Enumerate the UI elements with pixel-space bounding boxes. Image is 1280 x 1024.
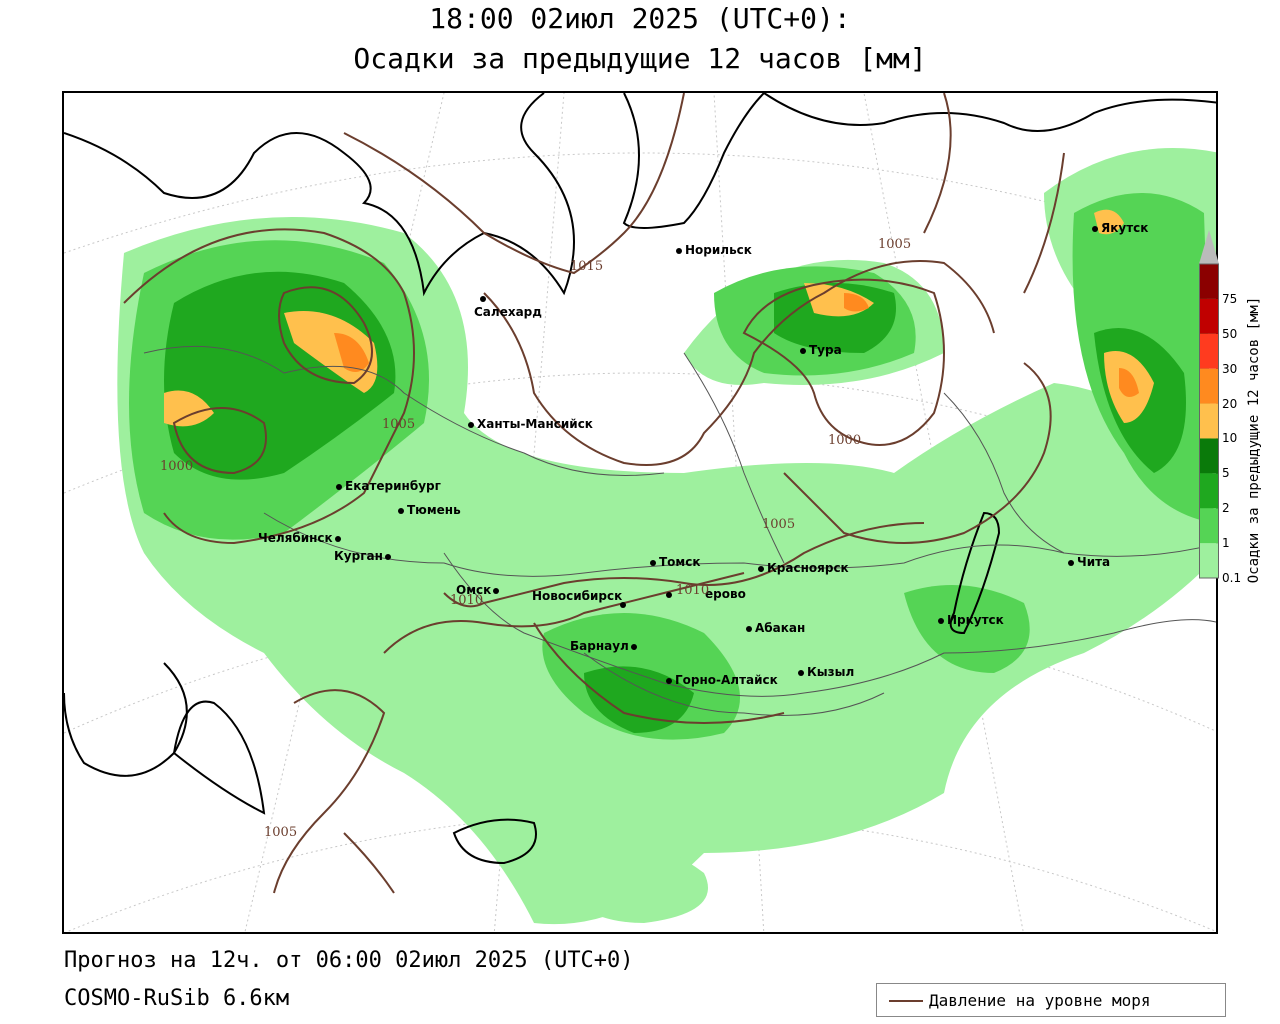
colorbar-overflow-triangle bbox=[1199, 230, 1219, 264]
isobar-label: 1005 bbox=[264, 825, 298, 840]
precipitation-very-intense bbox=[334, 293, 1139, 397]
city-chita: Чита bbox=[1068, 555, 1110, 569]
colorbar-tick-label: 75 bbox=[1222, 291, 1238, 306]
colorbar-segment bbox=[1199, 298, 1219, 334]
isobar-label: 1005 bbox=[878, 237, 912, 252]
isobar-label: 1005 bbox=[382, 417, 416, 432]
city-label: Курган bbox=[334, 549, 383, 563]
colorbar-tick-label: 1 bbox=[1222, 536, 1230, 551]
legend-line-swatch bbox=[889, 1000, 923, 1002]
colorbar bbox=[1199, 230, 1219, 579]
colorbar-tick-label: 30 bbox=[1222, 361, 1238, 376]
city-chelyabinsk: Челябинск bbox=[258, 531, 344, 545]
colorbar-tick-label: 50 bbox=[1222, 326, 1238, 341]
city-yakutsk: Якутск bbox=[1092, 221, 1148, 235]
isobar-label: 1015 bbox=[570, 259, 604, 274]
city-gorno-altaysk: Горно-Алтайск bbox=[666, 673, 778, 687]
coastlines bbox=[64, 93, 1216, 865]
city-label: ерово bbox=[705, 587, 746, 601]
city-label: Горно-Алтайск bbox=[675, 673, 778, 687]
colorbar-tick-label: 2 bbox=[1222, 501, 1230, 516]
city-label: Тюмень bbox=[407, 503, 461, 517]
city-label: Красноярск bbox=[767, 561, 849, 575]
isobar-label: 1000 bbox=[828, 433, 862, 448]
isobar-label: 1010 bbox=[676, 583, 710, 598]
map-title-time: 18:00 02июл 2025 (UTC+0): bbox=[429, 2, 851, 35]
city-tura: Тура bbox=[800, 343, 842, 357]
city-krasnoyarsk: Красноярск bbox=[758, 561, 849, 575]
colorbar-tick-label: 5 bbox=[1222, 466, 1230, 481]
colorbar-segment bbox=[1199, 333, 1219, 369]
colorbar-segment bbox=[1199, 473, 1219, 509]
colorbar-segment bbox=[1199, 403, 1219, 439]
legend-label: Давление на уровне моря bbox=[929, 991, 1151, 1010]
isobar-label: 1005 bbox=[762, 517, 796, 532]
city-norilsk: Норильск bbox=[676, 243, 752, 257]
city-label: Якутск bbox=[1101, 221, 1149, 235]
city-novosibirsk: Новосибирск bbox=[532, 589, 622, 603]
model-info: COSMO-RuSib 6.6км bbox=[64, 986, 290, 1011]
city-label: Челябинск bbox=[258, 531, 333, 545]
city-label: Абакан bbox=[755, 621, 806, 635]
colorbar-segment bbox=[1199, 438, 1219, 474]
map-title-variable: Осадки за предыдущие 12 часов [мм] bbox=[353, 42, 927, 75]
city-tomsk: Томск bbox=[650, 555, 701, 569]
colorbar-frame bbox=[1199, 263, 1219, 579]
colorbar-tick-label: 0.1 bbox=[1222, 571, 1242, 585]
city-khanty-mansiysk: Ханты-Мансийск bbox=[468, 417, 593, 431]
city-ekaterinburg: Екатеринбург bbox=[336, 479, 441, 493]
colorbar-segment bbox=[1199, 508, 1219, 544]
isobar-label: 1000 bbox=[160, 459, 194, 474]
city-label: Кызыл bbox=[807, 665, 855, 679]
colorbar-title: Осадки за предыдущие 12 часов [мм] bbox=[1246, 296, 1262, 584]
city-barnaul: Барнаул bbox=[570, 639, 640, 653]
city-label: Ханты-Мансийск bbox=[477, 417, 593, 431]
city-label: Чита bbox=[1077, 555, 1111, 569]
city-tyumen: Тюмень bbox=[398, 503, 461, 517]
isobar-legend: Давление на уровне моря bbox=[876, 983, 1226, 1017]
city-novosibirsk-dot bbox=[620, 597, 629, 611]
city-label: Салехард bbox=[474, 305, 542, 319]
city-label: Томск bbox=[659, 555, 701, 569]
city-kemerovo: ерово bbox=[666, 587, 746, 601]
forecast-info: Прогноз на 12ч. от 06:00 02июл 2025 (UTC… bbox=[64, 948, 634, 973]
city-label: Омск bbox=[456, 583, 492, 597]
city-label: Барнаул bbox=[570, 639, 629, 653]
city-label: Иркутск bbox=[947, 613, 1004, 627]
city-abakan: Абакан bbox=[746, 621, 805, 635]
city-irkutsk: Иркутск bbox=[938, 613, 1004, 627]
city-label: Новосибирск bbox=[532, 589, 623, 603]
city-kyzyl: Кызыл bbox=[798, 665, 854, 679]
isobar-label: 1010 bbox=[450, 593, 484, 608]
city-label: Норильск bbox=[685, 243, 752, 257]
city-omsk: Омск bbox=[456, 583, 502, 597]
colorbar-segment bbox=[1199, 543, 1219, 578]
city-kurgan: Курган bbox=[334, 549, 394, 563]
admin-boundaries bbox=[143, 345, 1216, 716]
city-label: Екатеринбург bbox=[345, 479, 441, 493]
precipitation-map: Норильск Якутск Салехард Тура Ханты-Манс… bbox=[62, 91, 1218, 934]
colorbar-tick-label: 10 bbox=[1222, 431, 1238, 446]
map-canvas bbox=[64, 93, 1216, 932]
colorbar-segment bbox=[1199, 264, 1219, 299]
city-salekhard: Салехард bbox=[474, 291, 542, 319]
isobars bbox=[123, 93, 1065, 894]
colorbar-segment bbox=[1199, 368, 1219, 404]
colorbar-tick-label: 20 bbox=[1222, 396, 1238, 411]
city-label: Тура bbox=[809, 343, 842, 357]
